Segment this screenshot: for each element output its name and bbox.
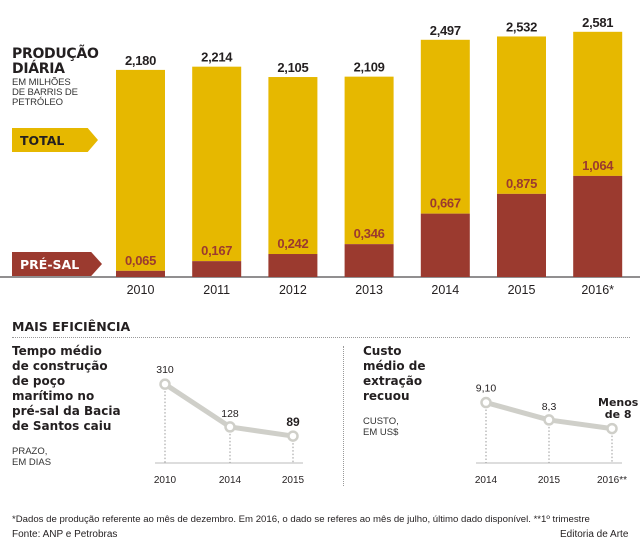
total-value-label: 2,497 <box>430 23 461 38</box>
x-tick-label: 2010 <box>154 475 177 486</box>
panel-right-unit-line1: CUSTO, <box>363 416 399 427</box>
panel-right-title: Custo médio de extração recuou <box>363 344 426 404</box>
x-tick-label: 2014 <box>475 475 498 486</box>
line-point <box>606 422 618 435</box>
panel-left-line2: de construção <box>12 359 108 373</box>
panel-left-line5: pré-sal da Bacia <box>12 404 121 418</box>
total-value-label: 2,105 <box>277 60 308 75</box>
total-value-label: 2,214 <box>201 50 233 65</box>
total-value-label: 2,581 <box>582 15 613 30</box>
line-point <box>287 430 299 442</box>
legend-presal-tag: PRÉ-SAL <box>12 252 102 276</box>
point-value-label: 310 <box>156 364 174 376</box>
x-tick-label: 2016* <box>581 283 614 297</box>
bar-presal-2014 <box>420 213 470 277</box>
panel-right-line2: médio de <box>363 359 426 373</box>
bar-presal-2016 <box>573 175 623 277</box>
line-point <box>543 414 555 426</box>
x-tick-label: 2015 <box>282 475 305 486</box>
bar-total-2012 <box>268 77 318 255</box>
presal-value-label: 0,875 <box>506 176 537 191</box>
chart-subtitle-line2: DE BARRIS DE <box>12 87 78 98</box>
presal-value-label: 0,065 <box>125 253 156 268</box>
total-value-label: 2,180 <box>125 53 156 68</box>
line-point <box>224 421 236 433</box>
panel-left-unit: PRAZO, EM DIAS <box>12 446 51 468</box>
cost-last-label-line1: Menos <box>598 396 639 409</box>
footnote: *Dados de produção referente ao mês de d… <box>12 514 590 525</box>
point-value-label: 89 <box>286 415 300 429</box>
line-point <box>159 378 171 390</box>
legend-total-label: TOTAL <box>20 132 65 148</box>
bar-presal-2015 <box>497 193 546 277</box>
x-tick-label: 2014 <box>219 475 242 486</box>
chart-subtitle-line3: PETRÓLEO <box>12 97 63 108</box>
panel-left-line4: marítimo no <box>12 389 95 403</box>
panel-right-unit: CUSTO, EM US$ <box>363 416 399 438</box>
credit: Editoria de Arte <box>560 529 629 540</box>
panel-left-title: Tempo médio de construção de poço maríti… <box>12 344 121 434</box>
presal-value-label: 1,064 <box>582 158 614 173</box>
legend-total-tag: TOTAL <box>12 128 98 152</box>
bar-presal-2010 <box>116 270 165 277</box>
x-tick-label: 2015 <box>538 475 561 486</box>
point-value-label: 8,3 <box>542 401 557 413</box>
chart-title-line2: DIÁRIA <box>12 61 65 77</box>
production-bar-chart: 2,180 0,065 2010 2,214 0,167 2011 2,105 0,242 20… <box>0 15 640 297</box>
presal-value-label: 0,242 <box>277 236 308 251</box>
chart-title-line1: PRODUÇÃO <box>12 46 99 62</box>
panel-left-unit-line1: PRAZO, <box>12 446 48 457</box>
point-value-label: 128 <box>221 408 239 420</box>
presal-value-label: 0,167 <box>201 243 232 258</box>
source: Fonte: ANP e Petrobras <box>12 529 118 540</box>
bar-presal-2012 <box>268 254 318 277</box>
cost-last-point-annotation: Menos de 8 <box>598 397 638 421</box>
construction-time-line-chart: 310 2010 128 2014 89 2015 <box>154 364 305 486</box>
x-tick-label: 2013 <box>355 283 383 297</box>
panel-right-line1: Custo <box>363 344 402 358</box>
bar-presal-2011 <box>192 261 242 277</box>
section-divider <box>12 337 630 338</box>
bar-total-2011 <box>192 66 242 262</box>
panel-left-line6: de Santos caiu <box>12 419 112 433</box>
bar-total-2015 <box>497 36 546 194</box>
presal-value-label: 0,667 <box>430 196 461 211</box>
panel-right-line3: extração <box>363 374 423 388</box>
panel-left-line1: Tempo médio <box>12 344 102 358</box>
line-point <box>480 396 492 409</box>
bar-total-2014 <box>420 39 470 214</box>
panel-divider <box>343 346 344 486</box>
legend-presal-label: PRÉ-SAL <box>20 256 80 272</box>
extraction-cost-line-chart: 9,10 2014 8,3 2015 2016** <box>475 383 627 486</box>
x-tick-label: 2015 <box>508 283 536 297</box>
x-tick-label: 2010 <box>127 283 155 297</box>
bar-total-2016 <box>573 31 623 176</box>
chart-subtitle-line1: EM MILHÕES <box>12 77 71 88</box>
x-tick-label: 2012 <box>279 283 307 297</box>
panel-left-line3: de poço <box>12 374 66 388</box>
total-value-label: 2,109 <box>354 60 385 75</box>
panel-left-unit-line2: EM DIAS <box>12 457 52 468</box>
panel-right-unit-line2: EM US$ <box>363 427 399 438</box>
point-value-label: 9,10 <box>476 383 497 395</box>
bar-presal-2013 <box>344 244 394 277</box>
section-title: MAIS EFICIÊNCIA <box>12 319 131 334</box>
x-tick-label: 2011 <box>203 283 230 297</box>
x-tick-label: 2016** <box>597 475 627 486</box>
presal-value-label: 0,346 <box>354 226 385 241</box>
bar-total-2010 <box>116 69 165 271</box>
panel-right-line4: recuou <box>363 389 410 403</box>
cost-last-label-line2: de 8 <box>604 408 632 421</box>
total-value-label: 2,532 <box>506 19 537 34</box>
x-tick-label: 2014 <box>431 283 459 297</box>
bar-total-2013 <box>344 76 394 245</box>
